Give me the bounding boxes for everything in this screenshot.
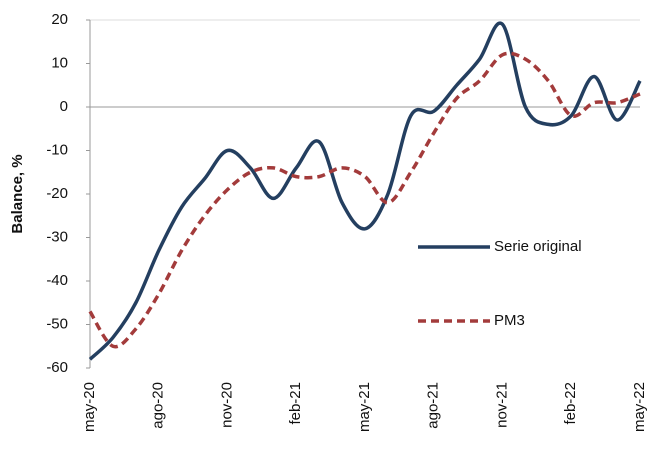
- x-tick-label: feb-22: [562, 382, 579, 425]
- x-tick-label: ago-20: [150, 382, 167, 429]
- x-tick-label: nov-20: [218, 382, 235, 428]
- y-tick-label: 0: [60, 98, 68, 115]
- y-tick-label: -60: [46, 359, 68, 376]
- y-tick-label: -40: [46, 272, 68, 289]
- y-tick-label: -10: [46, 141, 68, 158]
- y-tick-label: -50: [46, 315, 68, 332]
- x-tick-label: nov-21: [493, 382, 510, 428]
- legend-label: PM3: [494, 312, 525, 329]
- y-tick-label: -30: [46, 228, 68, 245]
- legend-label: Serie original: [494, 238, 582, 255]
- series-line: [88, 51, 641, 349]
- x-tick-label: may-20: [81, 382, 98, 432]
- x-tick-label: feb-21: [287, 382, 304, 425]
- series-line: [88, 21, 642, 361]
- x-tick-label: ago-21: [425, 382, 442, 429]
- y-axis-label: Balance, %: [9, 154, 26, 233]
- x-tick-label: may-21: [356, 382, 373, 432]
- y-tick-label: 10: [51, 54, 68, 71]
- x-tick-label: may-22: [631, 382, 648, 432]
- y-tick-label: -20: [46, 185, 68, 202]
- y-tick-label: 20: [51, 11, 68, 28]
